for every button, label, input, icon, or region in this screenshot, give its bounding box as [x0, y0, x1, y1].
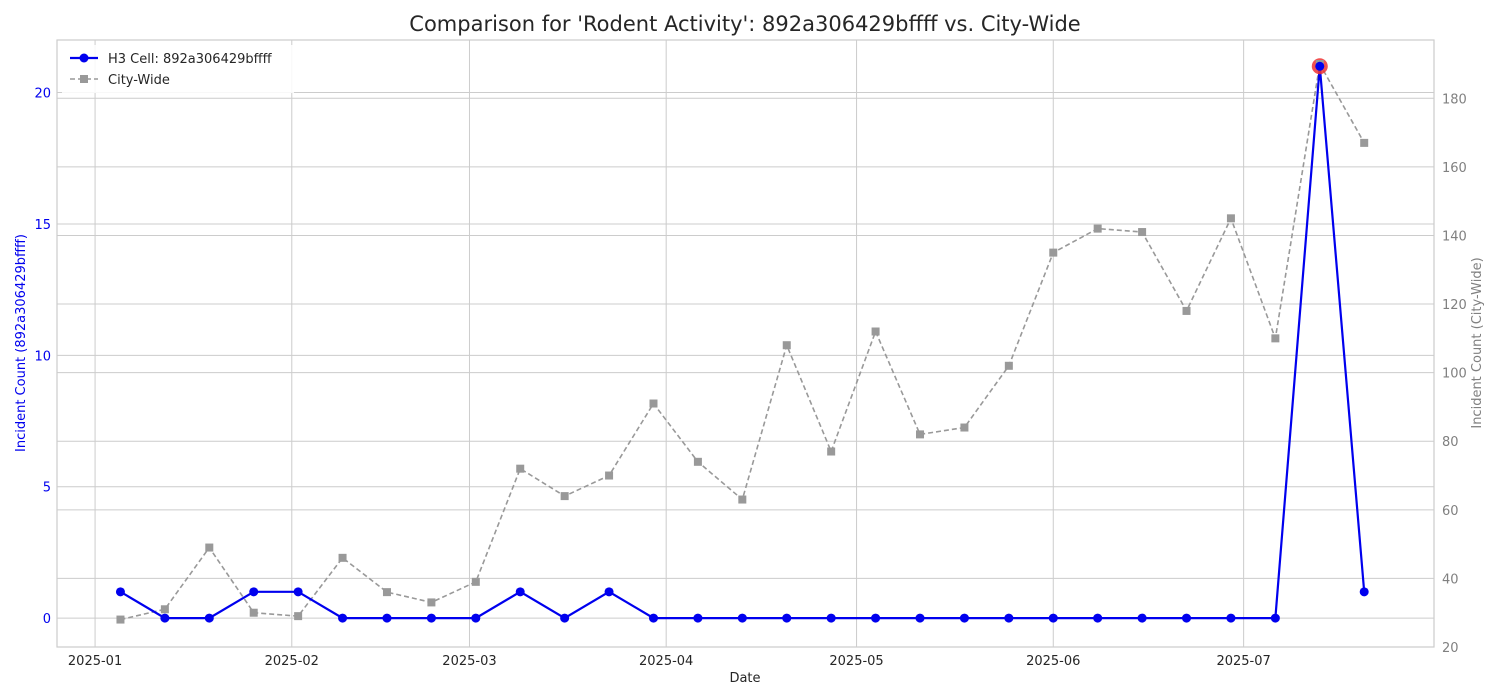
city-wide-point [116, 615, 125, 624]
h3-cell-line [119, 66, 1366, 620]
x-tick-label: 2025-07 [1216, 654, 1270, 669]
h3-cell-point [249, 587, 259, 597]
y-tick-label-left: 15 [34, 218, 51, 233]
y-axis-label-right: Incident Count (City-Wide) [1470, 257, 1485, 428]
h3-cell-point [293, 587, 303, 597]
x-tick-label: 2025-03 [442, 654, 496, 669]
x-tick-label: 2025-06 [1026, 654, 1080, 669]
h3-cell-point [737, 613, 747, 623]
legend-city-label: City-Wide [108, 73, 170, 88]
city-wide-point [1049, 248, 1058, 257]
h3-cell-point [560, 613, 570, 623]
city-wide-point [294, 612, 303, 621]
y-tick-label-right: 180 [1442, 92, 1467, 107]
h3-cell-point [426, 613, 436, 623]
h3-cell-point [515, 587, 525, 597]
y-tick-label-left: 20 [34, 87, 51, 102]
h3-cell-point [382, 613, 392, 623]
city-wide-point [1360, 138, 1369, 147]
y-tick-label-right: 80 [1442, 435, 1459, 450]
h3-cell-point [204, 613, 214, 623]
legend-h3-marker [79, 53, 89, 63]
city-wide-point [960, 423, 969, 432]
h3-cell-point [1137, 613, 1147, 623]
city-wide-point [205, 543, 214, 552]
series-lines [119, 61, 1366, 621]
series-markers [115, 58, 1369, 624]
y-ticks-left: 0 5 10 15 20 [34, 87, 51, 628]
city-wide-point [382, 588, 391, 597]
y-tick-label-left: 5 [43, 481, 51, 496]
x-axis-label: Date [729, 671, 760, 686]
h3-cell-point [1315, 61, 1325, 71]
h3-cell-point [826, 613, 836, 623]
h3-cell-point [871, 613, 881, 623]
legend-box [62, 45, 294, 93]
city-wide-point [1004, 361, 1013, 370]
legend: H3 Cell: 892a306429bffff City-Wide [62, 45, 294, 93]
y-tick-label-left: 10 [34, 349, 51, 364]
city-wide-point [649, 399, 658, 408]
grid [57, 40, 1434, 648]
city-wide-point [1138, 228, 1147, 237]
h3-cell-point [648, 613, 658, 623]
plot-frame [56, 39, 1435, 648]
y-tick-label-left: 0 [43, 612, 51, 627]
city-wide-point [827, 447, 836, 456]
y-tick-label-right: 100 [1442, 367, 1467, 382]
y-tick-label-right: 140 [1442, 229, 1467, 244]
h3-cell-point [915, 613, 925, 623]
city-wide-point [1226, 214, 1235, 223]
y-tick-label-right: 60 [1442, 504, 1459, 519]
h3-cell-point [1359, 587, 1369, 597]
city-wide-point [1271, 334, 1280, 343]
x-tick-label: 2025-04 [639, 654, 693, 669]
x-tick-label: 2025-05 [829, 654, 883, 669]
h3-cell-point [1226, 613, 1236, 623]
city-wide-point [249, 608, 258, 617]
legend-h3-label: H3 Cell: 892a306429bffff [108, 52, 273, 67]
city-wide-point [916, 430, 925, 439]
h3-cell-point [160, 613, 170, 623]
chart-title: Comparison for 'Rodent Activity': 892a30… [409, 12, 1080, 36]
city-wide-point [1182, 306, 1191, 315]
city-wide-point [1093, 224, 1102, 233]
city-wide-point [338, 553, 347, 562]
h3-cell-point [115, 587, 125, 597]
y-tick-label-right: 120 [1442, 298, 1467, 313]
y-tick-label-right: 160 [1442, 161, 1467, 176]
city-wide-point [693, 457, 702, 466]
city-wide-point [605, 471, 614, 480]
h3-cell-point [604, 587, 614, 597]
city-wide-point [560, 492, 569, 501]
x-tick-label: 2025-01 [68, 654, 122, 669]
y-axis-label-left: Incident Count (892a306429bffff) [14, 234, 29, 452]
x-ticks: 2025-01 2025-02 2025-03 2025-04 2025-05 2025-… [68, 654, 1271, 669]
city-wide-point [516, 464, 525, 473]
y-tick-label-right: 20 [1442, 641, 1459, 656]
h3-cell-point [782, 613, 792, 623]
h3-cell-point [959, 613, 969, 623]
city-wide-point [738, 495, 747, 504]
city-wide-point [871, 327, 880, 336]
city-wide-line [120, 61, 1365, 621]
x-tick-label: 2025-02 [265, 654, 319, 669]
h3-cell-point [1270, 613, 1280, 623]
h3-cell-point [1182, 613, 1192, 623]
city-wide-point [427, 598, 436, 607]
h3-cell-point [1004, 613, 1014, 623]
city-wide-point [782, 341, 791, 350]
city-wide-point [160, 605, 169, 614]
h3-cell-point [471, 613, 481, 623]
h3-cell-point [338, 613, 348, 623]
legend-city-marker [80, 75, 88, 83]
h3-cell-point [1093, 613, 1103, 623]
h3-cell-point [1048, 613, 1058, 623]
y-tick-label-right: 40 [1442, 572, 1459, 587]
city-wide-point [471, 577, 480, 586]
h3-cell-point [693, 613, 703, 623]
y-ticks-right: 20 40 60 80 100 120 140 160 180 [1442, 92, 1467, 656]
